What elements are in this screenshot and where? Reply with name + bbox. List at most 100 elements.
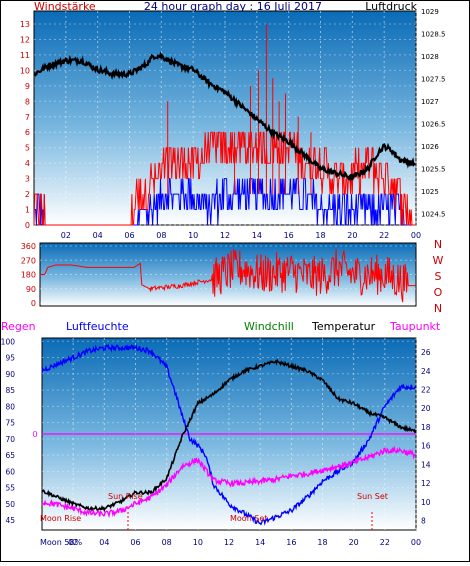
wind-tick-0: 0	[25, 221, 30, 230]
wind-tick-13: 13	[20, 20, 30, 29]
sun-set-label: Sun Set	[357, 492, 388, 501]
bottom-x-tick-06: 06	[130, 538, 140, 547]
temperature-tick-10: 10	[421, 498, 431, 507]
pressure-tick: 1024.5	[421, 211, 446, 219]
top-grid	[34, 11, 417, 226]
humidity-tick-55: 55	[5, 484, 15, 493]
top-x-tick-04: 04	[93, 231, 103, 240]
bottom-x-tick-02: 02	[68, 538, 78, 547]
pressure-tick-labels: 1024.5 1025 1025.5 1026 1026.5 1027 1027.5 1028…	[421, 8, 446, 219]
bottom-x-tick-04: 04	[99, 538, 109, 547]
moon-phase-label: Moon 58%	[40, 538, 82, 547]
humidity-tick-90: 90	[5, 370, 15, 379]
compass-W: W	[433, 254, 444, 267]
humidity-tick-75: 75	[5, 419, 15, 428]
bottom-x-tick-08: 08	[162, 538, 172, 547]
pressure-tick: 1029	[421, 8, 439, 16]
bottom-x-tick-labels: 02 04 06 08 10 12 14 16 18 20 22 00	[68, 538, 421, 547]
top-x-tick-18: 18	[315, 231, 325, 240]
top-x-tick-00: 00	[411, 231, 421, 240]
top-x-tick-08: 08	[156, 231, 166, 240]
wind-tick-9: 9	[25, 82, 30, 91]
pressure-axis-title: Luftdruck	[365, 0, 417, 13]
chart-title: 24 hour graph day : 16 Juli 2017	[144, 0, 322, 13]
wind-speed-line	[33, 131, 416, 226]
temperature-line	[41, 358, 416, 513]
top-x-tick-10: 10	[188, 231, 198, 240]
bottom-x-tick-10: 10	[193, 538, 203, 547]
temperature-tick-24: 24	[421, 367, 431, 376]
wind-tick-11: 11	[20, 51, 30, 60]
compass-O: O	[434, 286, 443, 299]
wind-tick-7: 7	[25, 113, 30, 122]
pressure-tick: 1028	[421, 53, 439, 61]
top-x-tick-12: 12	[220, 231, 230, 240]
legend-luftfeuchte: Luftfeuchte	[66, 320, 129, 333]
wind-tick-6: 6	[25, 128, 30, 137]
compass-N: N	[434, 302, 442, 315]
temperature-tick-22: 22	[421, 386, 431, 395]
bottom-x-tick-14: 14	[255, 538, 265, 547]
dewpoint-series	[41, 445, 416, 519]
wind-direction-series	[40, 248, 416, 303]
pressure-line	[33, 51, 416, 183]
temperature-tick-12: 12	[421, 479, 431, 488]
temperature-tick-18: 18	[421, 423, 431, 432]
bottom-x-tick-12: 12	[224, 538, 234, 547]
bottom-x-tick-16: 16	[286, 538, 296, 547]
top-x-tick-06: 06	[124, 231, 134, 240]
humidity-line	[41, 343, 416, 526]
bottom-x-tick-22: 22	[380, 538, 390, 547]
pressure-tick: 1026.5	[421, 121, 446, 129]
top-x-tick-labels: 02 04 06 08 10 12 14 16 18 20 22 00	[61, 231, 421, 240]
pressure-tick: 1027.5	[421, 76, 446, 84]
legend-temperatur: Temperatur	[311, 320, 376, 333]
pressure-tick: 1025.5	[421, 166, 446, 174]
direction-tick-360: 360	[21, 242, 36, 251]
humidity-tick-100: 100	[1, 337, 16, 346]
sun-rise-label: Sun Rise	[108, 492, 143, 501]
moon-set-label: Moon Set	[230, 514, 267, 523]
wind-speed-series	[33, 24, 416, 226]
humidity-tick-70: 70	[5, 435, 15, 444]
humidity-tick-95: 95	[5, 354, 15, 363]
temperature-tick-20: 20	[421, 404, 431, 413]
wind-tick-12: 12	[20, 35, 30, 44]
wind-tick-5: 5	[25, 144, 30, 153]
temperature-tick-8: 8	[421, 517, 426, 526]
temperature-tick-labels: 8 10 12 14 16 18 20 22 24 26	[421, 348, 431, 526]
bottom-x-tick-00: 00	[411, 538, 421, 547]
legend-regen: Regen	[1, 320, 36, 333]
direction-tick-90: 90	[26, 285, 36, 294]
humidity-tick-50: 50	[5, 500, 15, 509]
wind-tick-3: 3	[25, 175, 30, 184]
direction-tick-0: 0	[31, 299, 36, 308]
wind-tick-4: 4	[25, 159, 30, 168]
direction-tick-labels: 0 90 180 270 360	[21, 242, 36, 308]
wind-tick-8: 8	[25, 97, 30, 106]
temperature-tick-26: 26	[421, 348, 431, 357]
bottom-x-tick-20: 20	[349, 538, 359, 547]
wind-axis-title: Windstärke	[34, 0, 96, 13]
direction-tick-180: 180	[21, 271, 36, 280]
bottom-x-tick-18: 18	[317, 538, 327, 547]
humidity-tick-45: 45	[5, 516, 15, 525]
pressure-tick: 1025	[421, 188, 439, 196]
compass-N: N	[434, 238, 442, 251]
top-x-tick-20: 20	[347, 231, 357, 240]
humidity-tick-60: 60	[5, 467, 15, 476]
pressure-tick: 1027	[421, 98, 439, 106]
top-x-tick-16: 16	[284, 231, 294, 240]
moon-rise-label: Moon Rise	[40, 514, 81, 523]
humidity-tick-85: 85	[5, 386, 15, 395]
top-x-tick-02: 02	[61, 231, 71, 240]
humidity-tick-80: 80	[5, 402, 15, 411]
rain-zero-label: 0	[32, 430, 37, 439]
temperature-tick-14: 14	[421, 460, 431, 469]
legend-taupunkt: Taupunkt	[389, 320, 441, 333]
pressure-series	[33, 51, 416, 183]
